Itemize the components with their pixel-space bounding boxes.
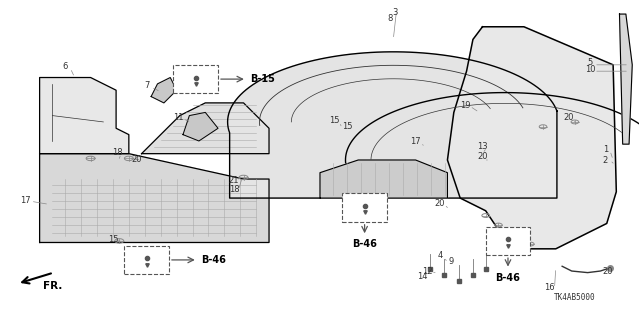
Text: 4: 4 (437, 251, 442, 260)
Polygon shape (151, 77, 177, 103)
Text: 17: 17 (410, 137, 421, 146)
Text: 3: 3 (392, 8, 397, 17)
Text: 1: 1 (603, 145, 608, 154)
Polygon shape (320, 160, 447, 198)
Text: 5: 5 (588, 58, 593, 67)
Text: B-46: B-46 (495, 273, 520, 283)
Text: B-46: B-46 (201, 255, 226, 265)
Text: 13: 13 (477, 142, 488, 151)
Text: 20: 20 (477, 152, 488, 161)
Text: 7: 7 (144, 81, 149, 90)
Text: 17: 17 (20, 196, 31, 205)
Polygon shape (40, 154, 269, 243)
Text: TK4AB5000: TK4AB5000 (554, 293, 596, 302)
Text: 20: 20 (603, 267, 613, 276)
Text: B-46: B-46 (352, 239, 377, 249)
Text: 10: 10 (585, 65, 595, 74)
FancyBboxPatch shape (173, 65, 218, 93)
Polygon shape (228, 52, 557, 198)
Text: 15: 15 (330, 116, 340, 125)
Polygon shape (447, 27, 616, 249)
Text: 20: 20 (132, 155, 142, 164)
Polygon shape (40, 77, 129, 154)
Text: 11: 11 (173, 113, 184, 122)
Text: 8: 8 (387, 14, 393, 23)
Text: FR.: FR. (43, 281, 62, 291)
Text: B-15: B-15 (250, 74, 275, 84)
Text: 18: 18 (112, 148, 123, 157)
Text: 20: 20 (563, 113, 574, 122)
Text: 20: 20 (435, 199, 445, 208)
FancyBboxPatch shape (486, 227, 531, 255)
Text: 6: 6 (63, 62, 68, 71)
Text: 15: 15 (108, 236, 118, 244)
Text: 2: 2 (603, 156, 608, 164)
Polygon shape (183, 112, 218, 141)
Text: 19: 19 (460, 100, 470, 110)
FancyBboxPatch shape (342, 193, 387, 222)
Text: 16: 16 (544, 283, 555, 292)
Polygon shape (141, 103, 269, 154)
Text: 18: 18 (228, 185, 239, 194)
Text: 21: 21 (228, 176, 239, 185)
Text: 14: 14 (417, 272, 428, 281)
Text: 12: 12 (422, 267, 432, 276)
Text: 15: 15 (342, 122, 353, 131)
Polygon shape (620, 14, 632, 144)
Text: 9: 9 (448, 257, 453, 266)
FancyBboxPatch shape (124, 246, 169, 274)
